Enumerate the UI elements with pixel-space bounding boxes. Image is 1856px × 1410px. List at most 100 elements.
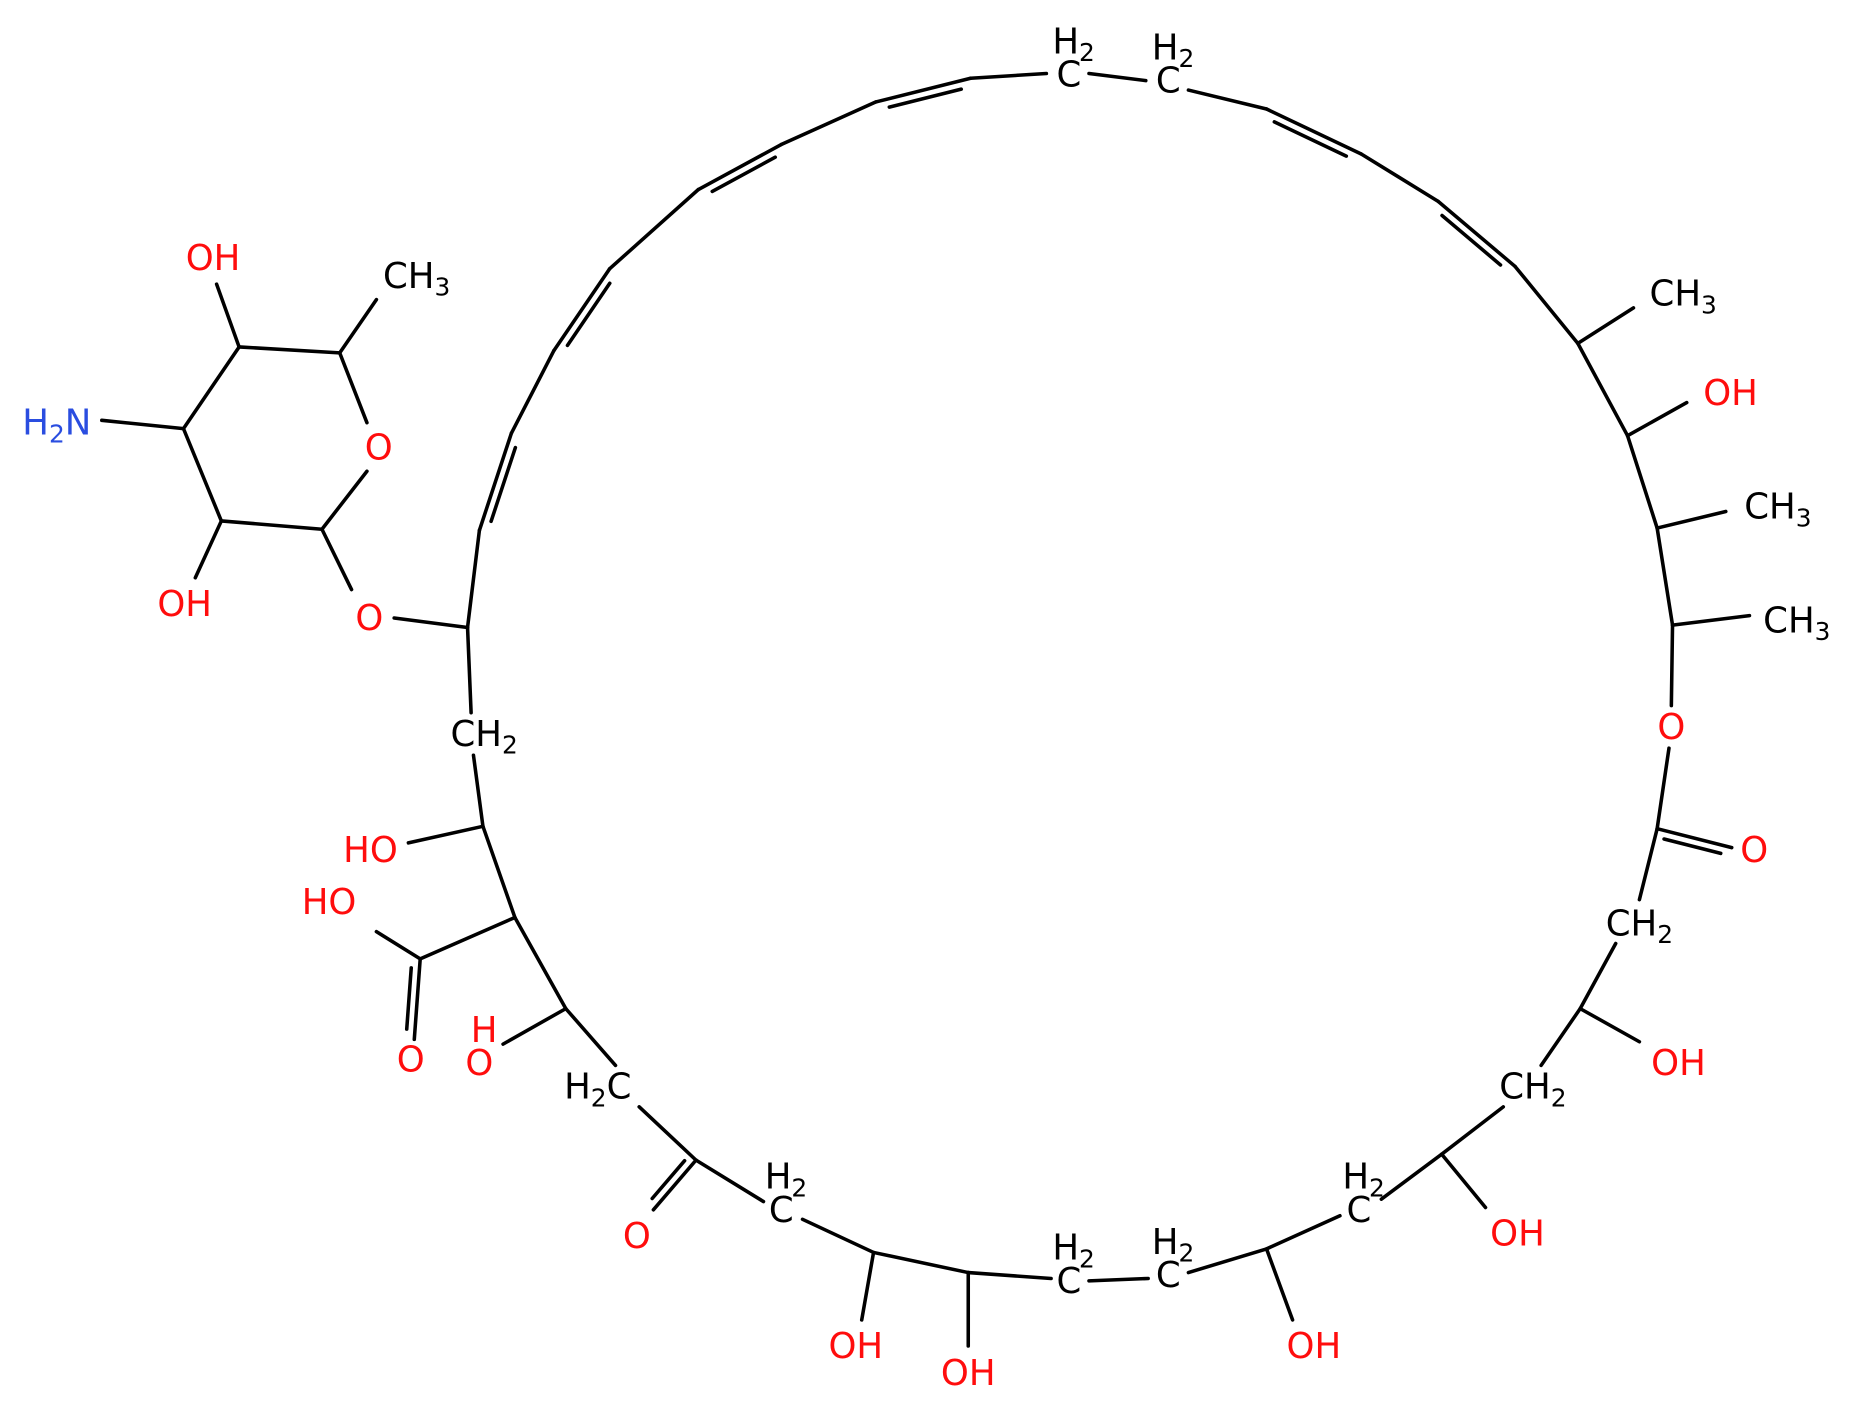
bond — [859, 1250, 876, 1322]
atom-label: OH — [1703, 373, 1758, 414]
bond — [465, 625, 473, 715]
bond — [1655, 526, 1675, 627]
bond — [651, 1158, 698, 1212]
atom-label: O — [1740, 830, 1768, 871]
bond — [1625, 433, 1659, 530]
bond — [1439, 1152, 1488, 1210]
atom-label: O — [397, 1039, 425, 1080]
bond — [1576, 341, 1630, 438]
atom-label: OH — [186, 238, 241, 279]
bond — [1513, 264, 1580, 346]
bond — [1637, 826, 1659, 902]
bond — [1264, 107, 1363, 156]
bond — [477, 431, 514, 533]
bond — [1655, 826, 1734, 850]
bond — [1670, 613, 1752, 627]
bond — [337, 297, 379, 355]
bond — [1625, 400, 1689, 438]
bond — [694, 1158, 766, 1204]
bond — [1578, 941, 1618, 1011]
bond — [509, 348, 556, 436]
bond — [779, 100, 878, 147]
atom-label: OH — [157, 583, 212, 624]
atom-label: CH3 — [1763, 600, 1830, 646]
atom-label: H2N — [22, 402, 91, 448]
bond — [871, 1250, 971, 1275]
bond — [607, 187, 701, 271]
atom-label: CH3 — [1744, 486, 1811, 532]
bond — [513, 915, 568, 1011]
bond — [418, 915, 517, 961]
bond — [874, 76, 973, 104]
bond — [214, 282, 241, 349]
atom-hydrogens: H2 — [1342, 1156, 1385, 1202]
bond — [637, 1105, 698, 1162]
bond — [1264, 1247, 1295, 1322]
atom-label: OH — [1490, 1213, 1545, 1254]
atom-label: C — [1156, 60, 1181, 101]
atom-label: OH — [1651, 1043, 1706, 1084]
bond — [1578, 1006, 1642, 1044]
bond — [181, 345, 241, 431]
atom-hydrogens: H2 — [1152, 27, 1195, 73]
bond — [465, 528, 482, 630]
bond — [1264, 1213, 1342, 1251]
bond — [1439, 1105, 1506, 1156]
bond — [565, 281, 612, 348]
atom-label: O — [365, 427, 393, 468]
bond — [800, 1217, 876, 1255]
bond — [552, 267, 612, 353]
bond — [320, 527, 354, 592]
bond — [710, 155, 778, 194]
atom-hydrogens: H2 — [1152, 1221, 1195, 1267]
bond — [181, 426, 224, 523]
bond — [412, 957, 422, 1042]
atom-label: C — [1056, 1260, 1081, 1301]
bond — [237, 345, 342, 355]
atom-label: O — [465, 1043, 493, 1084]
bond — [968, 71, 1049, 81]
atom-hydrogens: H2 — [765, 1156, 808, 1202]
atom-label: OH — [941, 1353, 996, 1394]
bond — [1440, 213, 1503, 267]
bond — [374, 929, 422, 961]
bond — [100, 418, 186, 431]
bond — [1655, 746, 1671, 831]
atom-label: HO — [343, 830, 398, 871]
atom-hydrogens: H2 — [1052, 1227, 1095, 1273]
atom-label: H2C — [564, 1066, 631, 1112]
bond — [193, 519, 224, 580]
bond — [219, 519, 324, 531]
bond — [887, 87, 964, 109]
atom-label: C — [1156, 1254, 1181, 1295]
bond — [481, 824, 517, 920]
bond — [650, 1158, 687, 1201]
bond — [1186, 88, 1269, 111]
atom-label: CH2 — [1606, 903, 1673, 949]
bond — [471, 753, 485, 829]
bond — [564, 1006, 618, 1068]
bond — [404, 966, 414, 1031]
bond — [966, 1270, 1053, 1281]
bond — [392, 616, 470, 630]
bond — [1576, 306, 1636, 346]
atom-label: CH3 — [383, 255, 450, 301]
atom-label: O — [623, 1215, 651, 1256]
atom-label: OH — [828, 1325, 883, 1366]
atom-label: C — [1056, 54, 1081, 95]
atom-hydrogens: H — [471, 1009, 498, 1050]
bond — [1436, 199, 1517, 269]
bond — [1539, 1006, 1582, 1068]
bond — [1186, 1247, 1269, 1275]
bond — [1379, 1152, 1444, 1201]
atom-label: CH2 — [1499, 1066, 1566, 1112]
bond — [320, 469, 369, 531]
bonds — [100, 71, 1752, 1348]
bond — [1359, 152, 1440, 204]
bond — [1087, 1276, 1150, 1283]
bond — [406, 824, 485, 845]
bond — [1662, 837, 1723, 856]
